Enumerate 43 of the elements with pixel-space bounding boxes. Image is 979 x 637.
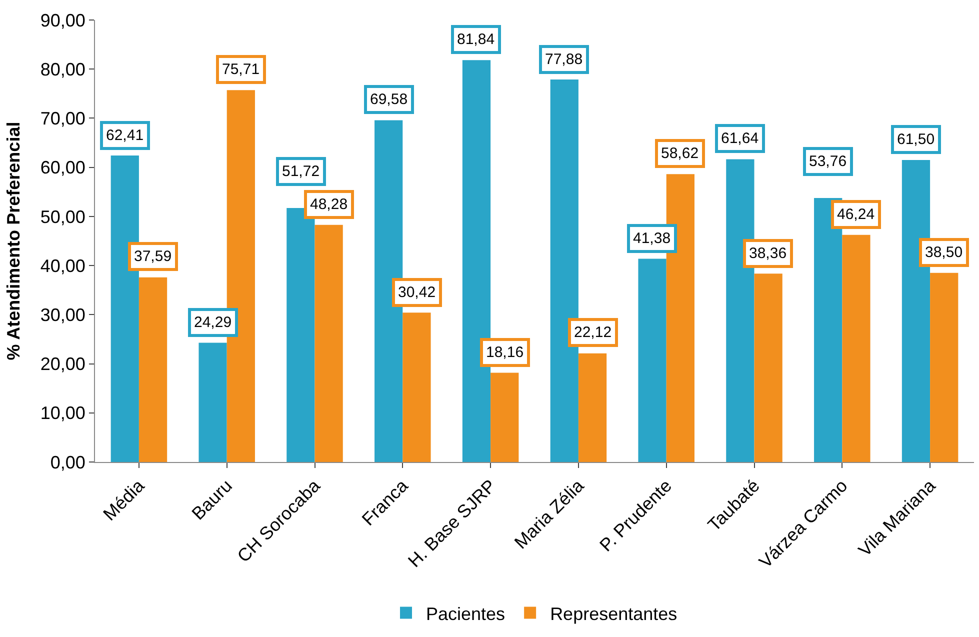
y-tick-label: 80,00 — [40, 59, 86, 80]
data-label: 81,84 — [457, 31, 495, 48]
y-tick-label: 20,00 — [40, 354, 86, 374]
data-label: 77,88 — [545, 51, 583, 68]
data-label: 37,59 — [134, 248, 172, 265]
y-tick-label: 60,00 — [40, 158, 86, 178]
data-label: 41,38 — [633, 230, 671, 247]
data-label: 61,64 — [721, 130, 759, 147]
bar — [578, 353, 607, 462]
legend-label: Pacientes — [426, 604, 506, 624]
bar — [314, 224, 343, 462]
y-tick-label: 30,00 — [40, 304, 86, 325]
data-label: 62,41 — [106, 127, 144, 144]
data-label: 75,71 — [222, 61, 260, 78]
bar — [754, 274, 782, 462]
bar — [402, 312, 431, 462]
data-label: 48,28 — [310, 196, 348, 213]
y-tick-label: 10,00 — [40, 403, 86, 424]
y-tick-label: 50,00 — [40, 206, 86, 227]
data-label: 51,72 — [282, 163, 320, 180]
y-tick-label: 90,00 — [40, 10, 86, 30]
data-label: 58,62 — [661, 145, 699, 162]
y-tick-label: 0,00 — [50, 452, 86, 472]
data-label: 69,58 — [370, 91, 408, 108]
bar — [930, 272, 958, 462]
data-label: 61,50 — [897, 131, 935, 148]
data-label: 24,29 — [194, 314, 232, 331]
legend-label: Representantes — [550, 604, 678, 624]
bar — [842, 234, 870, 462]
data-label: 38,36 — [749, 245, 787, 262]
data-label: 53,76 — [809, 153, 847, 170]
bar — [490, 372, 519, 462]
data-label: 38,50 — [925, 244, 963, 261]
data-label: 18,16 — [486, 344, 524, 361]
data-label: 22,12 — [574, 324, 612, 341]
bar — [198, 342, 227, 462]
bar — [638, 258, 666, 462]
y-axis-title: % Atendimento Preferencial — [4, 122, 24, 360]
data-label: 30,42 — [398, 284, 436, 301]
data-label: 46,24 — [837, 206, 875, 223]
y-tick-label: 40,00 — [40, 256, 86, 276]
y-tick-label: 70,00 — [40, 108, 86, 129]
bar — [138, 277, 168, 462]
